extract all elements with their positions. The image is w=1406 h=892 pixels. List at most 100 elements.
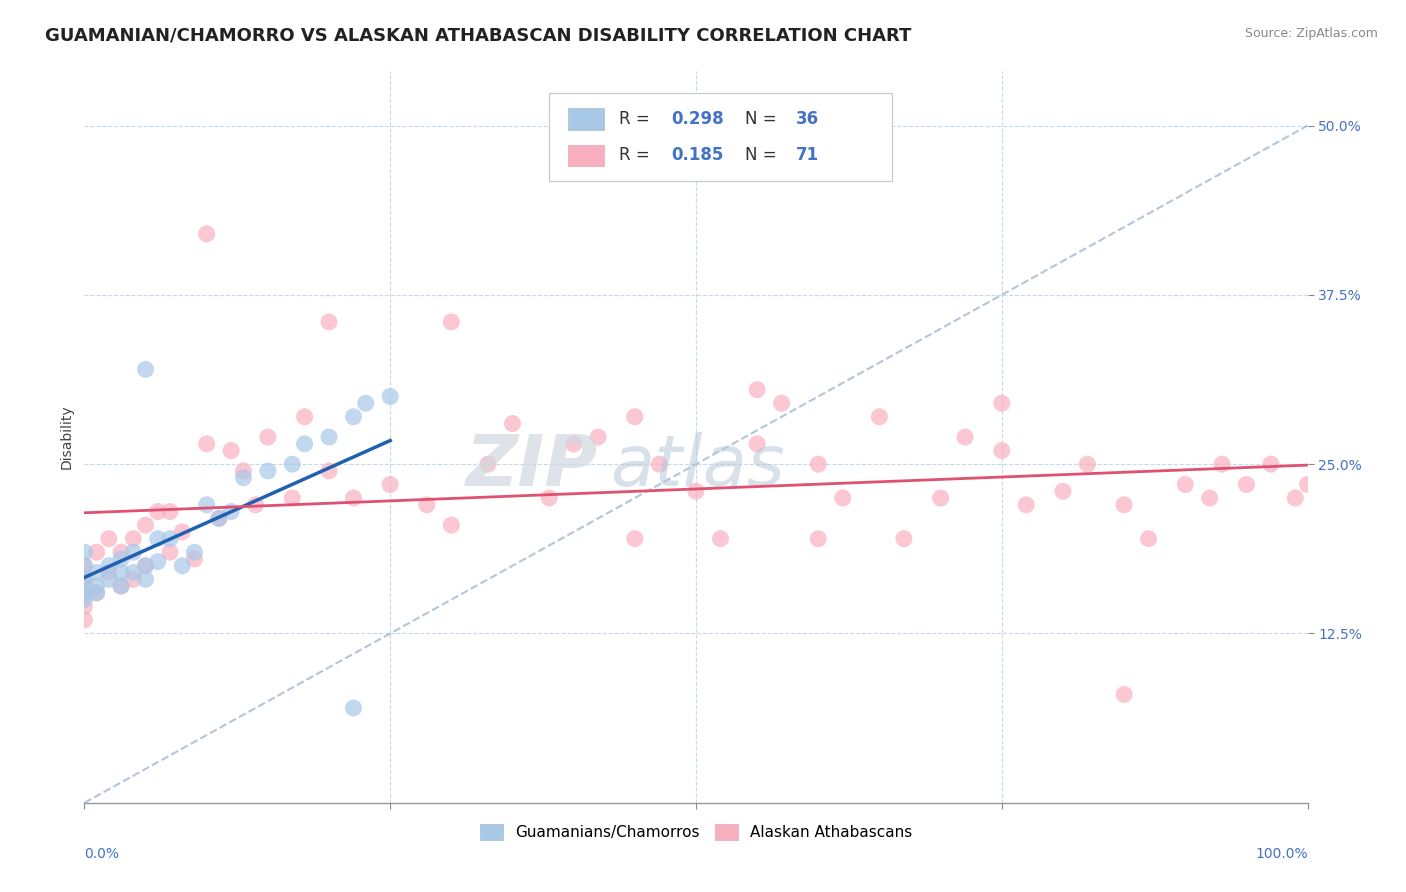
Point [648,457,671,471]
Point [440,518,463,533]
FancyBboxPatch shape [568,145,605,167]
Point [354,396,377,410]
Text: 0.0%: 0.0% [84,847,120,861]
Point [73,586,96,600]
Point [73,586,96,600]
Text: 0.298: 0.298 [672,110,724,128]
Point [86,545,108,559]
Point [110,545,132,559]
Point [110,579,132,593]
Point [502,417,524,431]
Y-axis label: Disability: Disability [59,405,73,469]
Point [110,579,132,593]
Point [159,505,181,519]
Point [183,552,205,566]
Point [807,532,830,546]
Point [477,457,499,471]
Point [135,518,157,533]
Point [257,430,280,444]
Text: ZIP: ZIP [465,432,598,500]
Text: 71: 71 [796,146,820,164]
Point [294,409,316,424]
Point [183,545,205,559]
Point [122,545,145,559]
Point [73,592,96,607]
Point [1174,477,1197,491]
Point [1236,477,1258,491]
Point [342,491,364,505]
Point [122,572,145,586]
Point [1284,491,1306,505]
Point [195,498,218,512]
Point [929,491,952,505]
Text: N =: N = [745,146,782,164]
Point [146,555,169,569]
Point [73,572,96,586]
Point [1198,491,1220,505]
Point [318,464,340,478]
Point [342,409,364,424]
Point [159,545,181,559]
Point [146,532,169,546]
Text: 0.185: 0.185 [672,146,724,164]
Point [195,437,218,451]
Point [538,491,561,505]
Point [1114,688,1136,702]
Point [562,437,585,451]
Point [159,532,181,546]
Point [135,362,157,376]
Point [318,315,340,329]
Point [122,532,145,546]
Text: R =: R = [619,110,655,128]
Point [342,701,364,715]
Point [1260,457,1282,471]
Point [1296,477,1319,491]
Point [146,505,169,519]
Point [86,566,108,580]
Point [281,491,304,505]
Point [135,558,157,573]
Point [747,383,769,397]
Text: 36: 36 [796,110,820,128]
Point [86,586,108,600]
Point [73,558,96,573]
Point [245,498,267,512]
Text: 100.0%: 100.0% [1256,847,1308,861]
Point [893,532,915,546]
Point [172,558,194,573]
Point [380,477,402,491]
Legend: Guamanians/Chamorros, Alaskan Athabascans: Guamanians/Chamorros, Alaskan Athabascan… [474,818,918,847]
Point [831,491,853,505]
Text: GUAMANIAN/CHAMORRO VS ALASKAN ATHABASCAN DISABILITY CORRELATION CHART: GUAMANIAN/CHAMORRO VS ALASKAN ATHABASCAN… [45,27,911,45]
Point [1076,457,1098,471]
Point [991,443,1014,458]
Point [1052,484,1074,499]
Point [1211,457,1233,471]
FancyBboxPatch shape [550,94,891,181]
Point [219,443,242,458]
Point [208,511,231,525]
Point [416,498,439,512]
Point [1114,498,1136,512]
Point [953,430,976,444]
Point [172,524,194,539]
Point [73,572,96,586]
Point [97,558,120,573]
Point [73,558,96,573]
Text: N =: N = [745,110,782,128]
Point [86,579,108,593]
Point [73,545,96,559]
Point [97,566,120,580]
Point [135,572,157,586]
Point [195,227,218,241]
Point [1137,532,1160,546]
Point [219,505,242,519]
Point [257,464,280,478]
Point [73,579,96,593]
Point [869,409,891,424]
Point [232,471,254,485]
Point [135,558,157,573]
Point [97,572,120,586]
Point [122,566,145,580]
Point [294,437,316,451]
